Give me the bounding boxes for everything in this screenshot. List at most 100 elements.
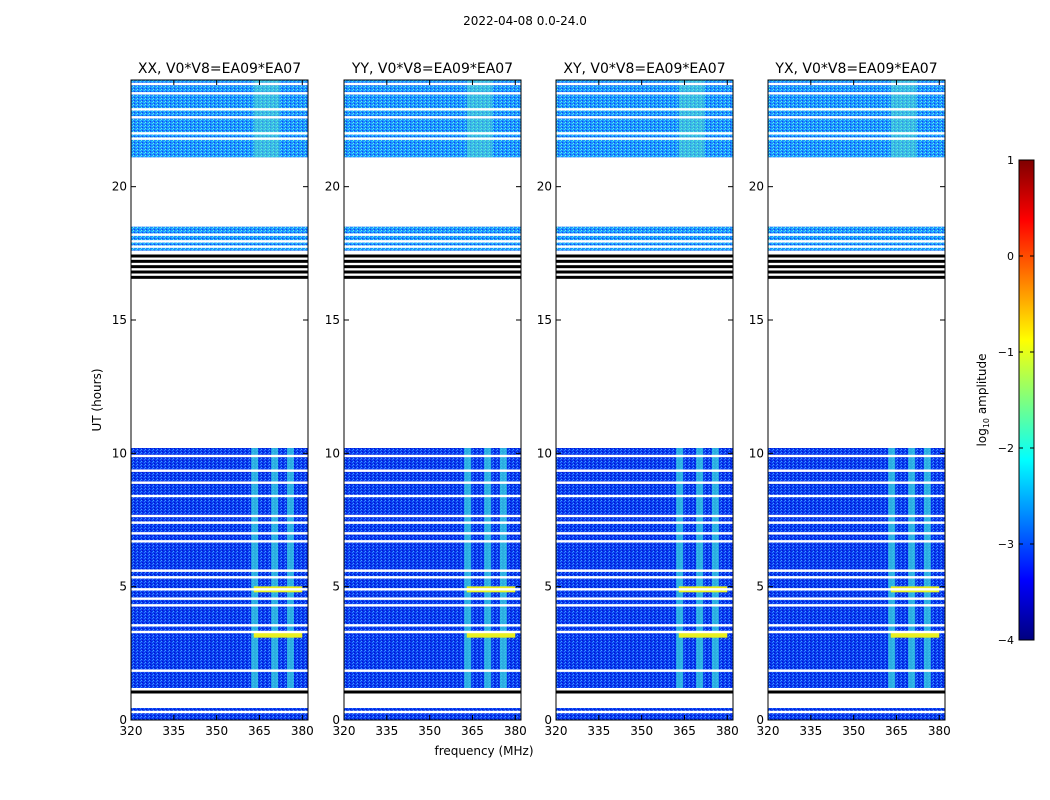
x-tick-label: 380 xyxy=(291,724,314,738)
data-block xyxy=(768,80,945,158)
flagged-gap xyxy=(768,481,945,484)
flagged-gap xyxy=(344,604,521,607)
rfi-stripe xyxy=(711,448,719,688)
flagged-line xyxy=(768,265,945,269)
flagged-gap xyxy=(556,481,733,484)
flagged-gap xyxy=(131,669,308,672)
data-block xyxy=(131,80,308,158)
y-tick-label: 5 xyxy=(756,580,764,594)
flagged-gap xyxy=(556,514,733,518)
x-tick-label: 320 xyxy=(333,724,356,738)
flagged-gap xyxy=(131,597,308,600)
flagged-gap xyxy=(344,454,521,458)
panel-3: YX, V0*V8=EA09*EA07 320 335 350 365 380 0 5 10 15… xyxy=(749,61,951,738)
y-tick-label: 0 xyxy=(544,713,552,727)
flagged-gap xyxy=(556,245,733,248)
flagged-gap xyxy=(768,245,945,248)
y-axis-label: UT (hours) xyxy=(90,368,104,431)
flagged-gap xyxy=(768,630,945,634)
flagged-gap xyxy=(344,588,521,591)
flagged-gap xyxy=(768,82,945,86)
flagged-line xyxy=(556,259,733,263)
flagged-gap xyxy=(768,588,945,591)
flagged-gap xyxy=(556,92,733,95)
x-tick-label: 365 xyxy=(673,724,696,738)
data-block xyxy=(556,448,733,688)
flagged-line xyxy=(556,270,733,274)
flagged-gap xyxy=(556,532,733,535)
flagged-line xyxy=(344,265,521,269)
rfi-stripe xyxy=(890,80,917,158)
panel-0: XX, V0*V8=EA09*EA07 320 335 350 365 380 0 5 10 15… xyxy=(112,61,314,738)
y-tick-label: 0 xyxy=(332,713,340,727)
flagged-gap xyxy=(344,132,521,135)
flagged-gap xyxy=(768,108,945,111)
x-tick-label: 365 xyxy=(248,724,271,738)
flagged-gap xyxy=(556,569,733,572)
panel-1: YY, V0*V8=EA09*EA07 320 335 350 365 380 0 5 10 15… xyxy=(325,61,527,738)
flagged-line xyxy=(344,254,521,258)
panel-frame xyxy=(767,79,946,721)
rfi-stripe xyxy=(908,448,916,688)
flagged-line xyxy=(556,254,733,258)
rfi-hotspot xyxy=(678,631,728,638)
colorbar-tick-label: −3 xyxy=(998,538,1014,551)
x-tick-label: 350 xyxy=(842,724,865,738)
flagged-gap xyxy=(556,116,733,119)
flagged-gap xyxy=(556,624,733,627)
flagged-gap xyxy=(768,569,945,572)
x-tick-label: 365 xyxy=(461,724,484,738)
flagged-gap xyxy=(131,521,308,524)
flagged-gap xyxy=(556,540,733,543)
flagged-line xyxy=(768,254,945,258)
flagged-gap xyxy=(344,240,521,243)
flagged-gap xyxy=(768,454,945,458)
x-tick-label: 380 xyxy=(504,724,527,738)
x-tick-label: 380 xyxy=(716,724,739,738)
data-block xyxy=(556,80,733,158)
flagged-gap xyxy=(768,521,945,524)
flagged-line xyxy=(768,690,945,694)
rfi-hotspot xyxy=(466,631,516,638)
flagged-gap xyxy=(344,92,521,95)
flagged-gap xyxy=(556,469,733,472)
data-block xyxy=(344,80,521,158)
flagged-gap xyxy=(131,588,308,591)
flagged-gap xyxy=(131,481,308,484)
flagged-gap xyxy=(556,494,733,498)
colorbar-tick-label: −4 xyxy=(998,634,1014,647)
flagged-line xyxy=(131,265,308,269)
flagged-line xyxy=(768,275,945,279)
y-tick-label: 20 xyxy=(537,180,552,194)
flagged-gap xyxy=(556,669,733,672)
flagged-line xyxy=(344,259,521,263)
panel-title: YY, V0*V8=EA09*EA07 xyxy=(351,61,513,77)
colorbar-tick-label: −1 xyxy=(998,346,1014,359)
flagged-line xyxy=(131,254,308,258)
flagged-gap xyxy=(344,481,521,484)
rfi-stripe xyxy=(676,448,684,688)
flagged-gap xyxy=(131,233,308,236)
flagged-line xyxy=(556,690,733,694)
y-tick-label: 15 xyxy=(112,313,127,327)
flagged-gap xyxy=(344,108,521,111)
panel-title: YX, V0*V8=EA09*EA07 xyxy=(774,61,937,77)
flagged-gap xyxy=(131,532,308,535)
x-tick-label: 365 xyxy=(885,724,908,738)
panel-title: XX, V0*V8=EA09*EA07 xyxy=(138,61,301,77)
flagged-gap xyxy=(131,137,308,140)
x-tick-label: 350 xyxy=(630,724,653,738)
flagged-gap xyxy=(768,604,945,607)
flagged-line xyxy=(344,270,521,274)
x-tick-label: 320 xyxy=(120,724,143,738)
flagged-gap xyxy=(131,540,308,543)
flagged-gap xyxy=(556,108,733,111)
y-tick-label: 10 xyxy=(112,446,127,460)
flagged-gap xyxy=(131,116,308,119)
x-tick-label: 380 xyxy=(928,724,951,738)
flagged-gap xyxy=(556,137,733,140)
flagged-gap xyxy=(131,82,308,86)
data-block xyxy=(768,708,945,720)
y-tick-label: 15 xyxy=(749,313,764,327)
